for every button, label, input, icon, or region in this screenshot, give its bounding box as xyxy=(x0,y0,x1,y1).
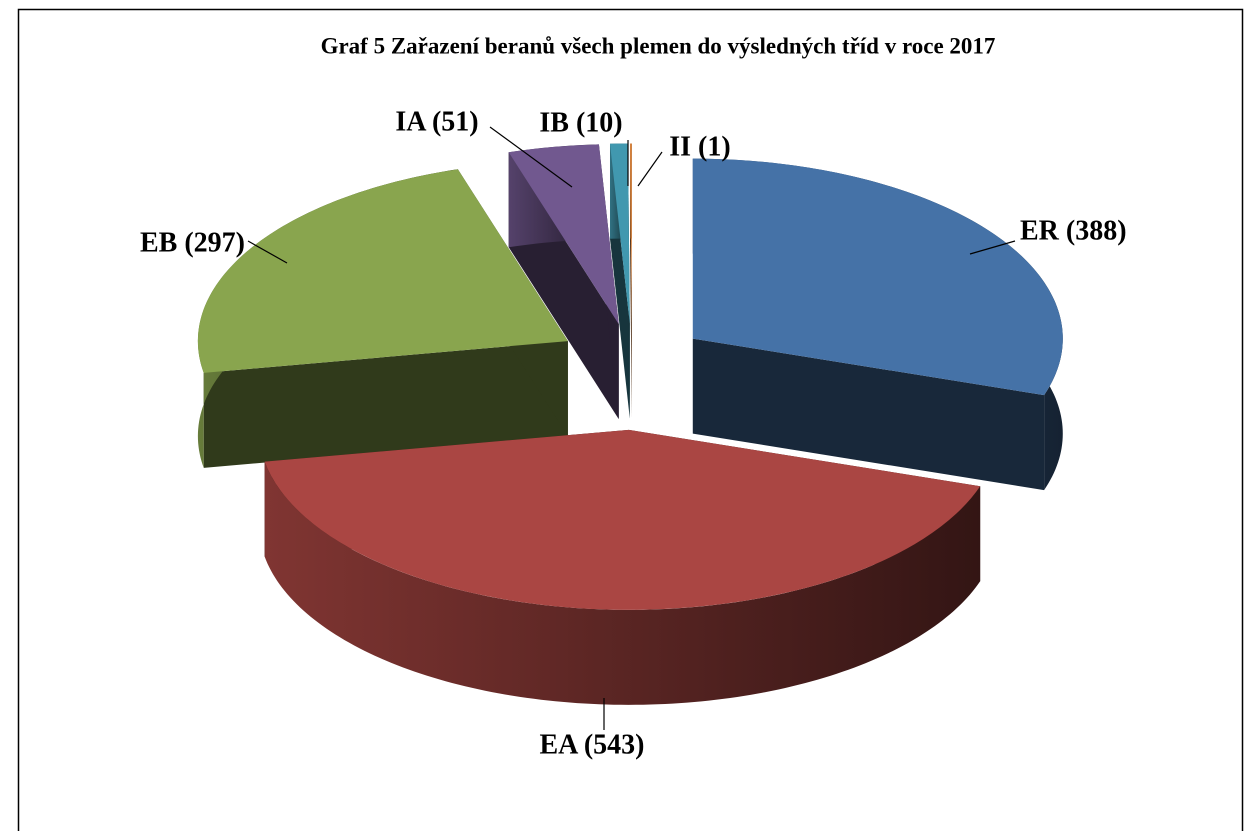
data-label: II (1) xyxy=(669,131,730,162)
chart-title: Graf 5 Zařazení beranů všech plemen do v… xyxy=(321,33,996,58)
data-label: IB (10) xyxy=(539,107,622,138)
data-label: EA (543) xyxy=(540,729,645,760)
data-label: EB (297) xyxy=(140,227,245,258)
slice xyxy=(609,143,630,419)
slice-side xyxy=(264,461,981,705)
slice-top xyxy=(508,144,619,325)
leader-line xyxy=(247,240,288,264)
slice-top xyxy=(197,169,568,373)
slice-top xyxy=(609,143,630,324)
slice xyxy=(508,144,619,420)
leader-line xyxy=(637,151,663,187)
data-label: IA (51) xyxy=(395,106,478,137)
slice xyxy=(264,429,981,705)
slice xyxy=(630,143,632,419)
slice-cut-face xyxy=(692,338,1045,491)
slice-cut-face xyxy=(203,341,568,468)
slice-top xyxy=(264,429,981,610)
leader-line xyxy=(969,240,1016,255)
slice-top xyxy=(692,158,1063,396)
data-label: ER (388) xyxy=(1020,215,1127,246)
slice xyxy=(692,158,1063,491)
slice xyxy=(197,169,568,468)
slice-top xyxy=(630,143,632,324)
leader-line xyxy=(489,126,573,188)
